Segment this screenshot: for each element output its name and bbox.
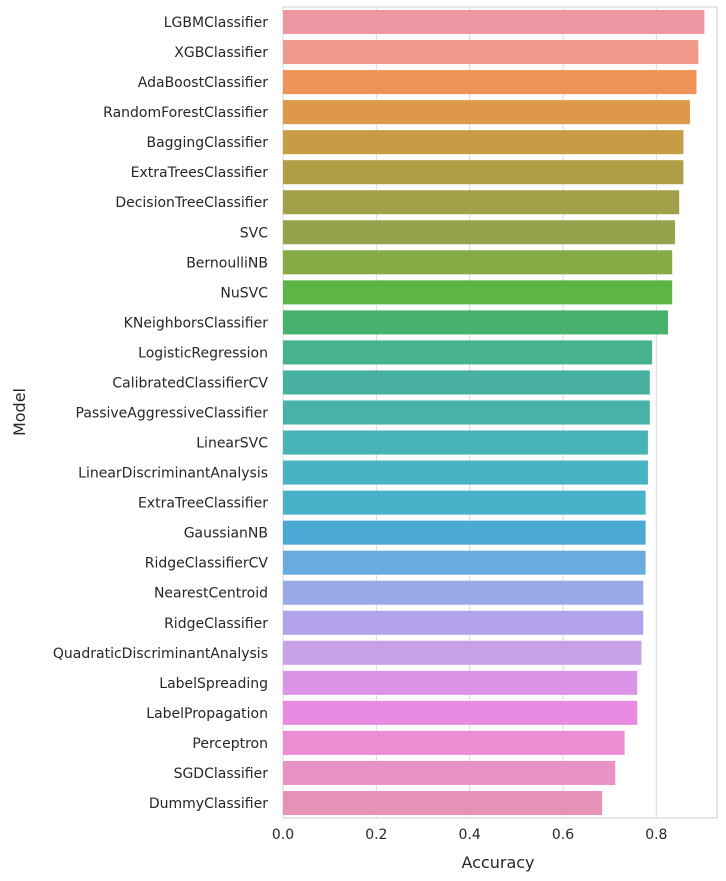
bar (283, 370, 650, 395)
bar (283, 310, 668, 335)
y-tick-label: GaussianNB (184, 526, 268, 542)
y-tick-label: XGBClassifier (174, 45, 268, 61)
y-tick-label: SGDClassifier (174, 766, 269, 782)
y-tick-label: LogisticRegression (138, 345, 268, 361)
bar (283, 700, 638, 725)
bar (283, 280, 673, 305)
y-tick-label: NuSVC (220, 285, 268, 301)
y-tick-label: LinearDiscriminantAnalysis (78, 466, 268, 482)
bar (283, 790, 603, 815)
bar (283, 70, 697, 95)
y-tick-label: LinearSVC (196, 436, 268, 452)
bar (283, 250, 673, 275)
y-tick-label: Perceptron (192, 736, 268, 752)
x-tick-label: 0.6 (552, 827, 574, 843)
x-tick-label: 0.8 (645, 827, 667, 843)
bar (283, 400, 650, 425)
bars (283, 10, 705, 815)
bar (283, 610, 644, 635)
bar (283, 430, 648, 455)
y-tick-label: PassiveAggressiveClassifier (76, 406, 269, 422)
bar (283, 100, 690, 125)
y-tick-label: KNeighborsClassifier (124, 315, 269, 331)
y-tick-label: QuadraticDiscriminantAnalysis (53, 646, 268, 662)
y-tick-label: AdaBoostClassifier (138, 75, 268, 91)
y-tick-label: BernoulliNB (186, 255, 268, 271)
y-tick-label: CalibratedClassifierCV (112, 375, 268, 391)
y-tick-label: LGBMClassifier (164, 15, 268, 31)
y-tick-label: RidgeClassifierCV (145, 556, 269, 572)
y-tick-labels: LGBMClassifier XGBClassifier AdaBoostClass… (53, 15, 269, 812)
x-tick-label: 0.2 (365, 827, 387, 843)
y-tick-label: DecisionTreeClassifier (115, 195, 268, 211)
y-tick-label: NearestCentroid (154, 586, 268, 602)
bar (283, 580, 644, 605)
y-axis-title: Model (10, 388, 29, 436)
bar (283, 550, 646, 575)
bar (283, 520, 646, 545)
bar (283, 220, 675, 245)
y-tick-label: ExtraTreeClassifier (138, 496, 268, 512)
bar (283, 490, 646, 515)
bar (283, 460, 648, 485)
y-tick-label: RidgeClassifier (164, 616, 268, 632)
bar (283, 760, 616, 785)
bar (283, 730, 625, 755)
x-axis-title: Accuracy (461, 853, 534, 872)
x-tick-label: 0.0 (272, 827, 294, 843)
x-tick-labels: 0.0 0.2 0.4 0.6 0.8 (272, 827, 668, 843)
bar (283, 190, 680, 215)
y-tick-label: ExtraTreesClassifier (131, 165, 269, 181)
bar (283, 640, 642, 665)
y-tick-label: DummyClassifier (149, 796, 268, 812)
y-tick-label: SVC (240, 225, 268, 241)
x-tick-label: 0.4 (459, 827, 481, 843)
y-tick-label: RandomForestClassifier (103, 105, 268, 121)
bar (283, 670, 638, 695)
bar (283, 130, 684, 155)
y-tick-label: BaggingClassifier (146, 135, 268, 151)
bar (283, 340, 653, 365)
bar (283, 160, 684, 185)
y-tick-label: LabelSpreading (159, 676, 268, 692)
y-tick-label: LabelPropagation (146, 706, 268, 722)
bar (283, 40, 699, 65)
bar (283, 10, 705, 35)
